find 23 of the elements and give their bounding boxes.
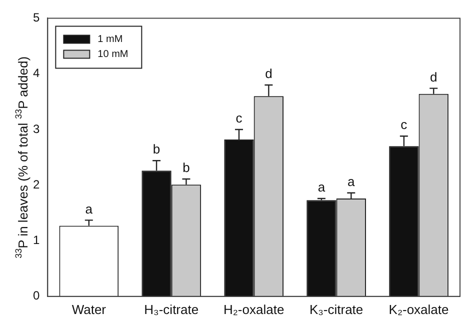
y-tick-label: 4 [32, 66, 40, 80]
legend-label: 10 mM [98, 48, 128, 60]
annotation: b [152, 142, 160, 157]
y-tick-label: 5 [32, 10, 40, 25]
x-tick-label: Water [72, 302, 107, 317]
annotation: c [400, 117, 408, 132]
annotation: c [236, 110, 243, 126]
annotation: b [182, 160, 190, 176]
x-tick-label: K₃-citrate [309, 302, 364, 317]
annotation: a [348, 174, 356, 189]
annotation: d [430, 69, 438, 84]
legend-label: 1 mM [98, 34, 123, 45]
x-tick-label: H₃-citrate [144, 302, 199, 317]
y-tick-label: 2 [32, 177, 40, 192]
y-tick-label: 1 [32, 233, 40, 248]
y-axis-title: 33P in leaves (% of total 33P added) [13, 56, 31, 258]
y-tick-label: 3 [32, 122, 40, 136]
annotation: a [85, 201, 94, 216]
x-tick-label: K₂-oxalate [388, 302, 449, 317]
y-tick-label: 0 [32, 288, 40, 303]
x-tick-label: H₂-oxalate [223, 302, 284, 317]
annotation: d [265, 66, 272, 82]
annotation: a [318, 180, 326, 195]
